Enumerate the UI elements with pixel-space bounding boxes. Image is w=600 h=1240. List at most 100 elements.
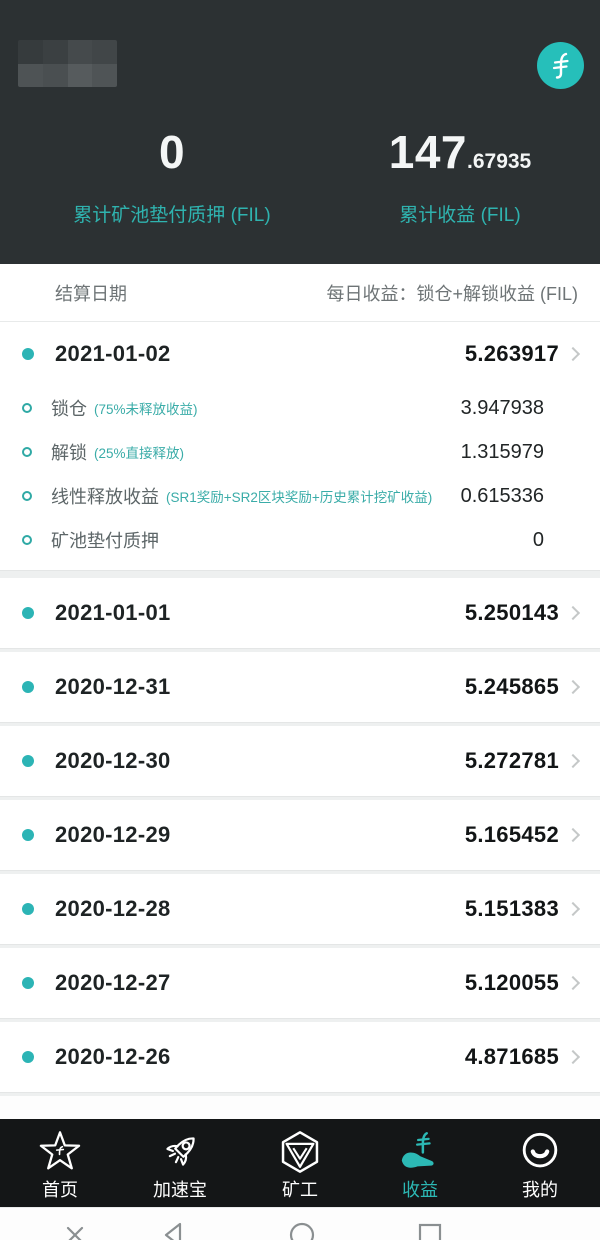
bullet-ring-icon [22,447,32,457]
chevron-right-icon [565,1049,581,1065]
row-separator [0,722,600,726]
detail-row: 线性释放收益 (SR1奖励+SR2区块奖励+历史累计挖矿收益) 0.615336 [0,474,600,518]
bullet-dot-icon [22,348,34,360]
stat-earnings-label: 累计收益 (FIL) [399,205,521,226]
chevron-right-icon [565,346,581,362]
detail-value: 1.315979 [460,440,544,463]
detail-value: 3.947938 [460,396,544,419]
row-value: 5.151383 [464,896,559,921]
detail-value: 0 [532,528,544,551]
value-column-label: 每日收益：锁仓+解锁收益 (FIL) [326,283,578,304]
stat-pledge: 0 累计矿池垫付质押 (FIL) [0,126,344,227]
detail-value: 0.615336 [460,484,544,507]
list-end-divider [0,1092,600,1096]
bullet-ring-icon [22,535,32,545]
detail-label: 线性释放收益 [51,487,159,507]
earnings-row[interactable]: 2020-12-29 5.165452 [0,800,600,870]
atom-star-icon [39,1130,81,1169]
tab-profile[interactable]: 我的 [480,1119,600,1207]
detail-row: 解锁 (25%直接释放) 1.315979 [0,430,600,474]
bullet-dot-icon [22,1051,34,1063]
tab-miner[interactable]: 矿工 [240,1119,360,1207]
tab-home[interactable]: 首页 [0,1119,120,1207]
fil-logo-icon[interactable] [537,42,584,89]
redacted-account-block [18,40,117,87]
chevron-right-icon [565,827,581,843]
smiley-icon [522,1132,558,1167]
tab-earnings-label: 收益 [402,1179,438,1200]
earnings-row[interactable]: 2020-12-27 5.120055 [0,948,600,1018]
earnings-row[interactable]: 2020-12-30 5.272781 [0,726,600,796]
rocket-icon [166,1136,195,1166]
hexagon-triangle-icon [281,1130,319,1173]
chevron-right-icon [565,901,581,917]
summary-header: 0 累计矿池垫付质押 (FIL) 147.67935 累计收益 (FIL) [0,0,600,264]
row-date: 2020-12-29 [55,822,171,847]
tab-profile-label: 我的 [522,1179,558,1200]
bullet-dot-icon [22,903,34,915]
row-separator [0,570,600,578]
bullet-dot-icon [22,607,34,619]
tab-booster[interactable]: 加速宝 [120,1119,240,1207]
summary-stats: 0 累计矿池垫付质押 (FIL) 147.67935 累计收益 (FIL) [0,126,600,227]
bullet-ring-icon [22,403,32,413]
earnings-row[interactable]: 2021-01-01 5.250143 [0,578,600,648]
earnings-row[interactable]: 2020-12-26 4.871685 [0,1022,600,1092]
chevron-right-icon [565,605,581,621]
earnings-row[interactable]: 2020-12-28 5.151383 [0,874,600,944]
bullet-dot-icon [22,829,34,841]
recents-square-icon[interactable] [415,1220,445,1240]
earnings-row[interactable]: 2020-12-31 5.245865 [0,652,600,722]
row-separator [0,870,600,874]
tab-miner-label: 矿工 [282,1179,318,1200]
row-date: 2021-01-02 [55,341,171,366]
bullet-dot-icon [22,977,34,989]
detail-note: (SR1奖励+SR2区块奖励+历史累计挖矿收益) [166,490,433,505]
row-date: 2020-12-30 [55,748,171,773]
detail-label: 矿池垫付质押 [51,531,159,551]
row-value: 5.245865 [464,674,559,699]
tab-earnings[interactable]: 收益 [360,1119,480,1207]
entry-details: 锁仓 (75%未释放收益) 3.947938 解锁 (25%直接释放) 1.31… [0,386,600,562]
detail-row: 矿池垫付质押 0 [0,518,600,562]
tab-home-label: 首页 [42,1179,78,1200]
row-date: 2021-01-01 [55,600,171,625]
system-nav-bar [0,1207,600,1240]
row-value: 4.871685 [464,1044,559,1069]
detail-note: (25%直接释放) [94,446,185,461]
row-date: 2020-12-28 [55,896,171,921]
hand-fil-icon [401,1131,434,1168]
bullet-ring-icon [22,491,32,501]
row-date: 2020-12-26 [55,1044,171,1069]
stat-earnings-value: 147.67935 [388,126,532,178]
chevron-right-icon [565,975,581,991]
chevron-right-icon [565,753,581,769]
detail-label: 锁仓 [51,399,87,419]
bullet-dot-icon [22,755,34,767]
row-separator [0,648,600,652]
earnings-list: 2021-01-01 5.250143 2020-12-31 5.245865 … [0,570,600,1092]
close-icon[interactable] [60,1220,90,1240]
earnings-row-expanded[interactable]: 2021-01-02 5.263917 [0,322,600,386]
list-end-space [0,1096,600,1119]
row-separator [0,796,600,800]
row-separator [0,1018,600,1022]
stat-earnings: 147.67935 累计收益 (FIL) [344,126,576,227]
tab-bar: 首页 加速宝 矿工 [0,1119,600,1207]
row-date: 2020-12-27 [55,970,171,995]
back-icon[interactable] [160,1220,190,1240]
list-column-header: 结算日期 每日收益：锁仓+解锁收益 (FIL) [0,264,600,322]
stat-pledge-value: 0 [158,126,186,178]
row-value: 5.263917 [464,341,559,366]
tab-booster-label: 加速宝 [153,1179,207,1200]
detail-label: 解锁 [51,443,87,463]
row-value: 5.250143 [464,600,559,625]
home-circle-icon[interactable] [287,1220,317,1240]
row-date: 2020-12-31 [55,674,171,699]
row-value: 5.165452 [464,822,559,847]
stat-pledge-label: 累计矿池垫付质押 (FIL) [73,205,271,226]
row-value: 5.272781 [464,748,559,773]
chevron-right-icon [565,679,581,695]
date-column-label: 结算日期 [55,283,127,304]
